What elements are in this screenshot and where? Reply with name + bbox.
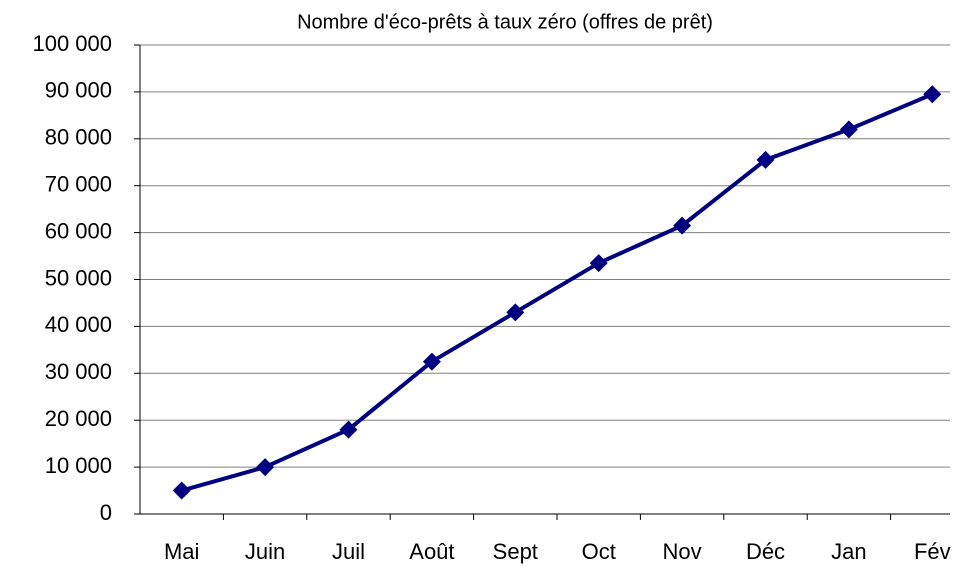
x-tick-label: Nov	[663, 539, 702, 564]
line	[181, 92, 934, 493]
x-tick-label: Oct	[582, 539, 616, 564]
y-tick-label: 20 000	[45, 406, 112, 431]
y-tick-label: 30 000	[45, 359, 112, 384]
x-tick-label: Juin	[245, 539, 285, 564]
marker	[673, 216, 692, 235]
marker	[506, 303, 525, 322]
y-tick-label: 40 000	[45, 312, 112, 337]
y-tick-label: 100 000	[32, 31, 112, 56]
y-tick-label: 0	[100, 500, 112, 525]
marker	[839, 120, 858, 139]
x-tick-label: Déc	[746, 539, 785, 564]
marker	[172, 481, 191, 500]
y-tick-label: 80 000	[45, 125, 112, 150]
marker	[589, 254, 608, 273]
x-tick-label: Jan	[831, 539, 866, 564]
x-tick-label: Sept	[493, 539, 538, 564]
marker	[923, 85, 942, 104]
x-tick-label: Fév	[914, 539, 951, 564]
y-tick-label: 90 000	[45, 78, 112, 103]
marker	[339, 420, 358, 439]
y-tick-label: 10 000	[45, 453, 112, 478]
x-tick-label: Mai	[164, 539, 199, 564]
chart-title: Nombre d'éco-prêts à taux zéro (offres d…	[297, 11, 713, 33]
marker	[256, 458, 275, 477]
y-tick-label: 50 000	[45, 265, 112, 290]
marker	[422, 352, 441, 371]
y-tick-label: 70 000	[45, 172, 112, 197]
y-tick-label: 60 000	[45, 218, 112, 243]
x-tick-label: Août	[409, 539, 454, 564]
x-tick-label: Juil	[332, 539, 365, 564]
marker	[756, 150, 775, 169]
